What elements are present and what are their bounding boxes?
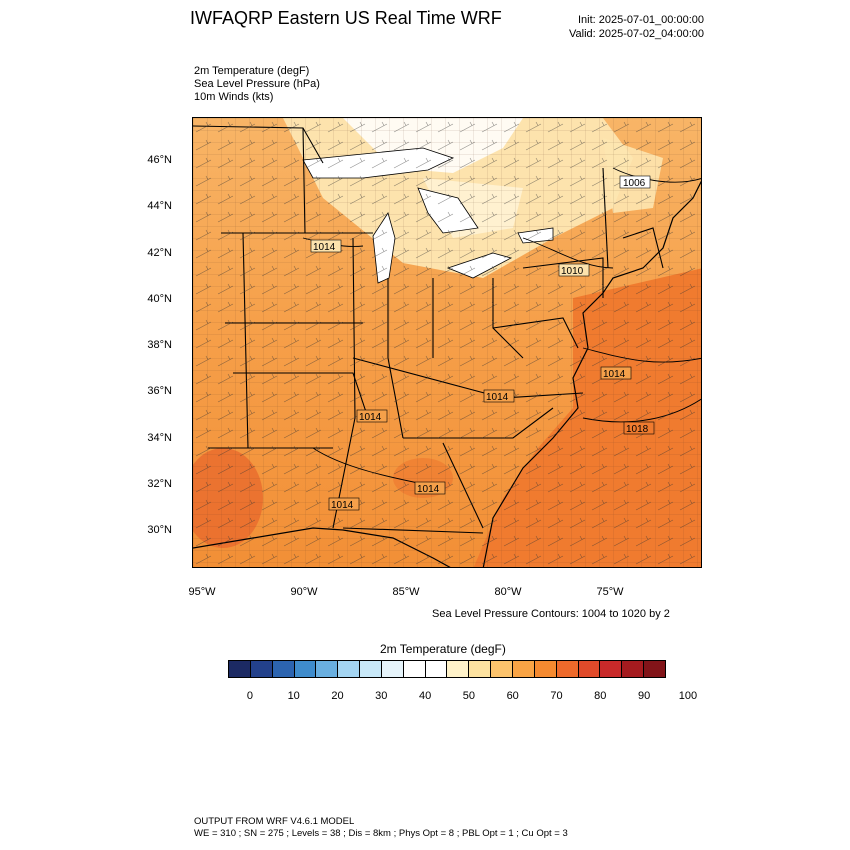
init-time: Init: 2025-07-01_00:00:00 [578,14,704,26]
colorbar-swatch [294,661,317,677]
pressure-label-text: 1014 [417,484,440,495]
lat-label: 38°N [147,339,172,351]
pressure-label: 1014 [310,239,342,253]
colorbar-swatch [360,661,382,677]
colorbar-label: 80 [594,690,607,702]
pressure-label-text: 1010 [561,266,584,277]
colorbar-label: 90 [637,690,651,702]
pressure-label-text: 1014 [331,500,354,511]
map-title: IWFAQRP Eastern US Real Time WRF [190,8,502,28]
lat-label: 44°N [147,200,172,212]
run-times: Init: 2025-07-01_00:00:00 Valid: 2025-07… [569,13,704,41]
pressure-label-text: 1014 [603,369,626,380]
colorbar-label: 10 [287,690,300,702]
model-info: OUTPUT FROM WRF V4.6.1 MODEL WE = 310 ; … [194,816,568,840]
valid-time: Valid: 2025-07-02_04:00:00 [569,28,704,40]
colorbar-label: 20 [331,690,344,702]
pressure-label: 1014 [356,409,388,423]
colorbar-swatch [600,661,623,677]
colorbar-swatch [403,661,426,677]
field-temperature: 2m Temperature (degF) [194,65,310,77]
colorbar-label: 0 [246,690,253,702]
colorbar-swatch [512,661,535,677]
colorbar-swatch [272,661,295,677]
lat-label: 30°N [147,524,172,536]
lat-label: 40°N [147,293,172,305]
colorbar-label: 70 [550,690,563,702]
lon-label: 80°W [494,586,522,598]
colorbar-swatch [469,661,492,677]
colorbar-swatch [491,661,513,677]
pressure-label: 1006 [619,175,651,189]
lat-label: 36°N [147,385,172,397]
colorbar-title: 2m Temperature (degF) [380,642,506,656]
field-pressure: Sea Level Pressure (hPa) [194,78,320,90]
pressure-label: 1014 [414,481,446,495]
colorbar-label: 50 [462,690,476,702]
weather-map: 1006 1014 1010 1014 1014 1014 [192,117,702,568]
field-list: 2m Temperature (degF) Sea Level Pressure… [194,65,320,104]
colorbar-swatch [425,661,448,677]
pressure-label: 1010 [558,263,590,277]
colorbar-swatch [534,661,557,677]
field-winds: 10m Winds (kts) [194,91,274,103]
colorbar-swatch [316,661,339,677]
wind-barbs [193,118,701,567]
colorbar-swatch [644,661,665,677]
lat-label: 34°N [147,432,172,444]
lat-label: 46°N [147,154,172,166]
pressure-label-text: 1014 [313,242,336,253]
colorbar-label: 60 [506,690,519,702]
lon-label: 90°W [290,586,318,598]
colorbar [228,660,666,678]
pressure-label: 1014 [328,497,360,511]
pressure-labels: 1006 1014 1010 1014 1014 1014 [310,175,655,511]
colorbar-swatch [338,661,361,677]
model-config: WE = 310 ; SN = 275 ; Levels = 38 ; Dis … [194,828,568,839]
colorbar-swatch [250,661,273,677]
colorbar-swatch [578,661,601,677]
pressure-label-text: 1006 [623,178,646,189]
colorbar-swatch [381,661,404,677]
lon-label: 95°W [188,586,216,598]
lat-label: 42°N [147,247,172,259]
pressure-label-text: 1014 [359,412,382,423]
model-version: OUTPUT FROM WRF V4.6.1 MODEL [194,816,355,827]
lat-label: 32°N [147,478,172,490]
pressure-label: 1018 [623,421,655,435]
pressure-label-text: 1014 [486,392,509,403]
colorbar-swatch [622,661,645,677]
colorbar-swatch [229,661,251,677]
lon-label: 75°W [596,586,624,598]
pressure-label: 1014 [483,389,515,403]
colorbar-label: 30 [375,690,388,702]
contour-note: Sea Level Pressure Contours: 1004 to 102… [432,608,670,620]
pressure-label-text: 1018 [626,424,649,435]
pressure-label: 1014 [600,366,632,380]
colorbar-label: 100 [678,690,698,702]
colorbar-swatch [447,661,470,677]
map-canvas: 1006 1014 1010 1014 1014 1014 [193,118,701,567]
lon-label: 85°W [392,586,420,598]
colorbar-label: 40 [418,690,432,702]
colorbar-swatch [556,661,579,677]
